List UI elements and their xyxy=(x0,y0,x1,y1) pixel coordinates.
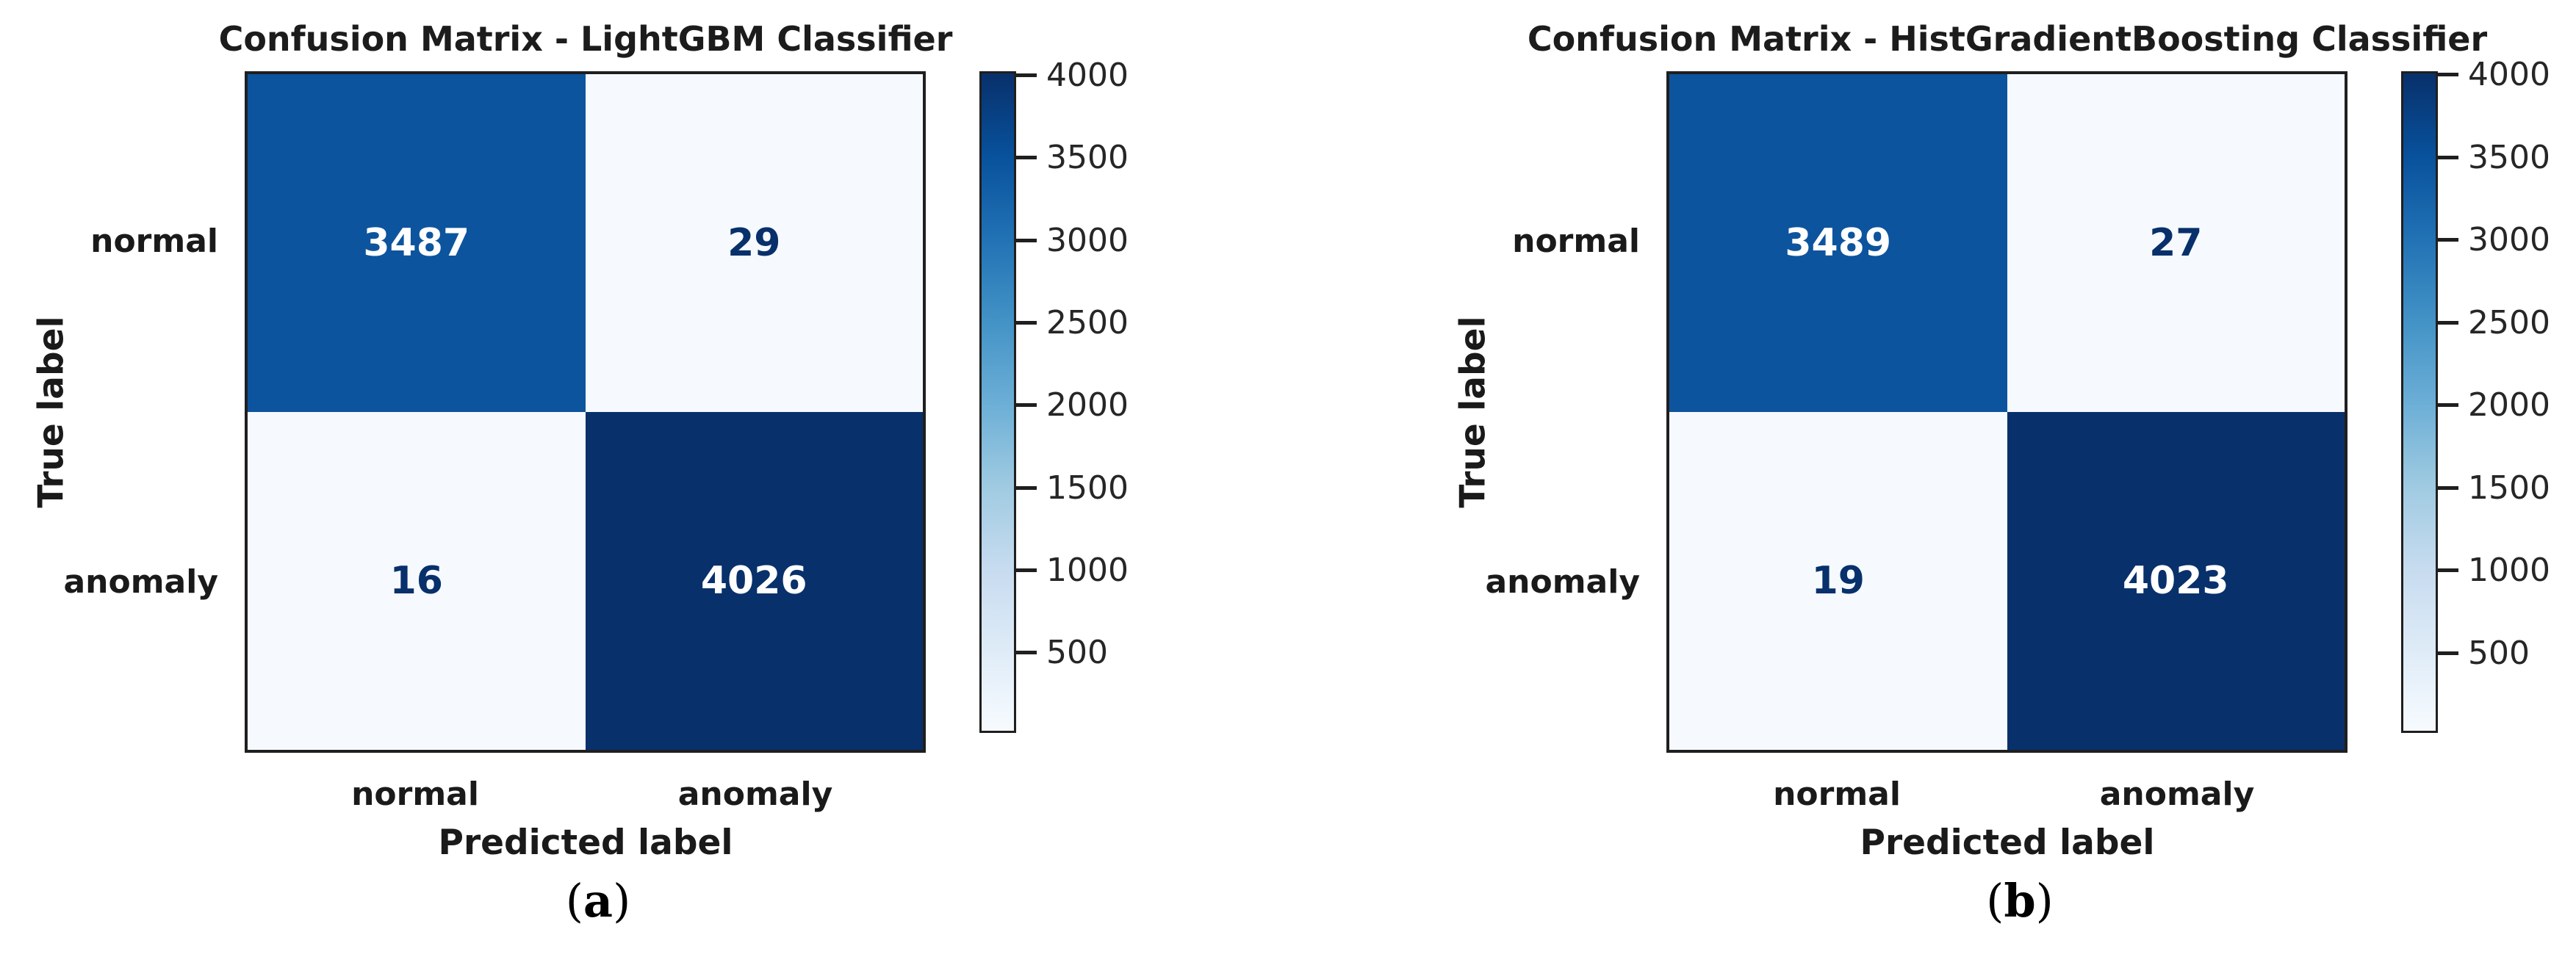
caption-paren-close: ) xyxy=(613,874,631,928)
colorbar-tick-label: 1000 xyxy=(2468,552,2550,590)
colorbar-tick-label: 3500 xyxy=(1046,139,1129,177)
colorbar-tick-label: 1000 xyxy=(1046,551,1129,589)
colorbar-tick-mark xyxy=(1014,320,1037,325)
colorbar-tick-mark xyxy=(2436,403,2458,408)
colorbar-tick-label: 2500 xyxy=(2468,303,2550,342)
confusion-matrix-heatmap: 3489 27 19 4023 xyxy=(1666,71,2347,753)
colorbar-tick-label: 3500 xyxy=(2468,138,2550,176)
colorbar-tick-mark xyxy=(2436,155,2458,159)
caption-paren-open: ( xyxy=(565,874,583,928)
colorbar-tick-mark xyxy=(1014,403,1037,408)
matrix-cell-true-anomaly-pred-normal: 16 xyxy=(248,412,586,750)
colorbar-tick-mark xyxy=(1014,238,1037,242)
plot-title: Confusion Matrix - LightGBM Classifier xyxy=(218,19,953,59)
colorbar-tick-label: 2000 xyxy=(2468,386,2550,424)
y-tick-label-normal: normal xyxy=(1512,223,1640,260)
colorbar-tick-label: 4000 xyxy=(2468,56,2550,94)
colorbar-tick-label: 1500 xyxy=(2468,469,2550,507)
caption-letter: a xyxy=(583,874,614,928)
colorbar-tick-mark xyxy=(1014,156,1037,160)
x-axis-label: Predicted label xyxy=(1860,823,2155,863)
colorbar-tick-mark xyxy=(2436,73,2458,77)
matrix-cell-true-anomaly-pred-normal: 19 xyxy=(1669,412,2007,750)
panel-a: Confusion Matrix - LightGBM Classifier T… xyxy=(0,0,1154,954)
colorbar-tick-label: 2500 xyxy=(1046,303,1129,342)
colorbar-tick-label: 3000 xyxy=(1046,221,1129,259)
colorbar-tick-mark xyxy=(2436,485,2458,490)
colorbar-tick-mark xyxy=(1014,73,1037,77)
colorbar-tick-mark xyxy=(2436,238,2458,242)
caption-paren-close: ) xyxy=(2035,874,2054,928)
x-tick-label-normal: normal xyxy=(1773,776,1901,813)
y-tick-label-normal: normal xyxy=(90,223,218,260)
plot-title: Confusion Matrix - HistGradientBoosting … xyxy=(1527,19,2488,59)
y-tick-label-anomaly: anomaly xyxy=(63,563,218,601)
subfigure-caption-b: (b) xyxy=(1986,874,2054,928)
x-axis-label: Predicted label xyxy=(438,823,733,863)
colorbar xyxy=(2401,71,2438,733)
matrix-cell-true-anomaly-pred-anomaly: 4026 xyxy=(585,412,923,750)
colorbar-tick-mark xyxy=(1014,485,1037,490)
matrix-cell-true-anomaly-pred-anomaly: 4023 xyxy=(2007,412,2345,750)
colorbar-tick-label: 500 xyxy=(1046,634,1108,672)
subfigure-caption-a: (a) xyxy=(566,874,631,928)
colorbar-tick-mark xyxy=(1014,651,1037,655)
caption-letter: b xyxy=(2004,874,2036,928)
colorbar-tick-label: 1500 xyxy=(1046,469,1129,507)
colorbar-tick-label: 500 xyxy=(2468,634,2530,672)
x-tick-label-anomaly: anomaly xyxy=(677,776,833,813)
colorbar-tick-mark xyxy=(2436,320,2458,325)
colorbar-tick-label: 3000 xyxy=(2468,221,2550,259)
matrix-cell-true-normal-pred-anomaly: 29 xyxy=(585,74,923,412)
x-tick-label-anomaly: anomaly xyxy=(2099,776,2255,813)
matrix-cell-true-normal-pred-normal: 3487 xyxy=(248,74,586,412)
colorbar-tick-mark xyxy=(1014,568,1037,572)
confusion-matrix-heatmap: 3487 29 16 4026 xyxy=(245,71,926,753)
matrix-cell-true-normal-pred-normal: 3489 xyxy=(1669,74,2007,412)
colorbar-tick-label: 2000 xyxy=(1046,386,1129,424)
y-axis-label: True label xyxy=(1453,316,1494,508)
colorbar-tick-mark xyxy=(2436,568,2458,573)
panel-b: Confusion Matrix - HistGradientBoosting … xyxy=(1422,0,2576,954)
x-tick-label-normal: normal xyxy=(351,776,479,813)
y-tick-label-anomaly: anomaly xyxy=(1485,563,1640,601)
colorbar-tick-label: 4000 xyxy=(1046,56,1129,94)
matrix-cell-true-normal-pred-anomaly: 27 xyxy=(2007,74,2345,412)
caption-paren-open: ( xyxy=(1986,874,2004,928)
colorbar-tick-mark xyxy=(2436,651,2458,655)
y-axis-label: True label xyxy=(31,316,72,508)
colorbar xyxy=(979,71,1016,733)
